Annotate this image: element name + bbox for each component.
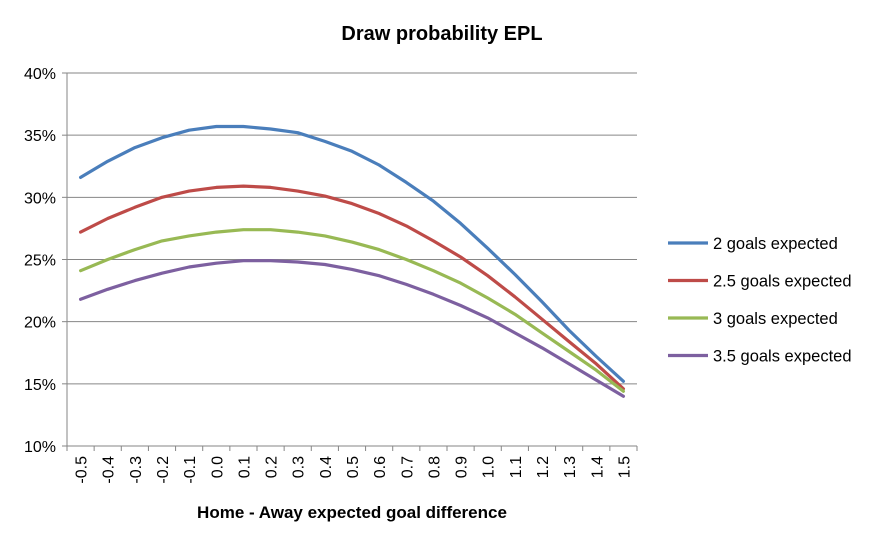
y-tick-label: 40% [24, 66, 56, 83]
legend-label-4: 3.5 goals expected [713, 348, 852, 366]
x-tick-label: 0.5 [345, 456, 362, 478]
x-tick-label: 1.0 [481, 456, 498, 478]
x-tick-label: 0.6 [372, 456, 389, 478]
chart-title: Draw probability EPL [341, 23, 542, 45]
y-tick-label: 10% [24, 439, 56, 456]
plot-area [78, 124, 626, 398]
x-tick-label: 1.2 [535, 456, 552, 478]
legend-label-3: 3 goals expected [713, 310, 838, 328]
series-line-2 [78, 184, 626, 391]
y-tick-label: 25% [24, 253, 56, 270]
x-tick-label: 0.8 [426, 456, 443, 478]
x-tick-label: 0.4 [318, 456, 335, 478]
x-tick-label: 0.1 [236, 456, 253, 478]
x-tick-label: 1.4 [589, 456, 606, 478]
x-tick-label: 1.3 [562, 456, 579, 478]
legend-label-2: 2.5 goals expected [713, 273, 852, 291]
y-tick-label: 20% [24, 315, 56, 332]
x-tick-label: -0.5 [74, 456, 91, 484]
series-line-1 [78, 124, 626, 383]
x-tick-label: 0.3 [291, 456, 308, 478]
x-tick-label: 0.2 [264, 456, 281, 478]
y-tick-label: 35% [24, 128, 56, 145]
y-tick-label: 15% [24, 377, 56, 394]
x-tick-label: 1.5 [616, 456, 633, 478]
x-tick-label: 0.9 [454, 456, 471, 478]
legend: 2 goals expected 2.5 goals expected 3 goal… [668, 235, 852, 366]
legend-label-1: 2 goals expected [713, 235, 838, 253]
gridlines [67, 72, 637, 385]
y-axis: 10% 15% 20% 25% 30% 35% 40% [24, 66, 67, 456]
x-axis-title: Home - Away expected goal difference [197, 503, 507, 522]
y-tick-label: 30% [24, 190, 56, 207]
x-tick-label: 0.0 [209, 456, 226, 478]
x-tick-label: -0.1 [182, 456, 199, 484]
series-line-4 [78, 259, 626, 398]
x-tick-label: 0.7 [399, 456, 416, 478]
x-axis: -0.5 -0.4 -0.3 -0.2 -0.1 0.0 0.1 0.2 0.3 0.4 0.5 0.… [66, 446, 638, 484]
series-line-3 [78, 228, 626, 393]
x-tick-label: 1.1 [508, 456, 525, 478]
x-tick-label: -0.3 [128, 456, 145, 484]
x-tick-label: -0.2 [155, 456, 172, 484]
x-tick-label: -0.4 [101, 456, 118, 484]
